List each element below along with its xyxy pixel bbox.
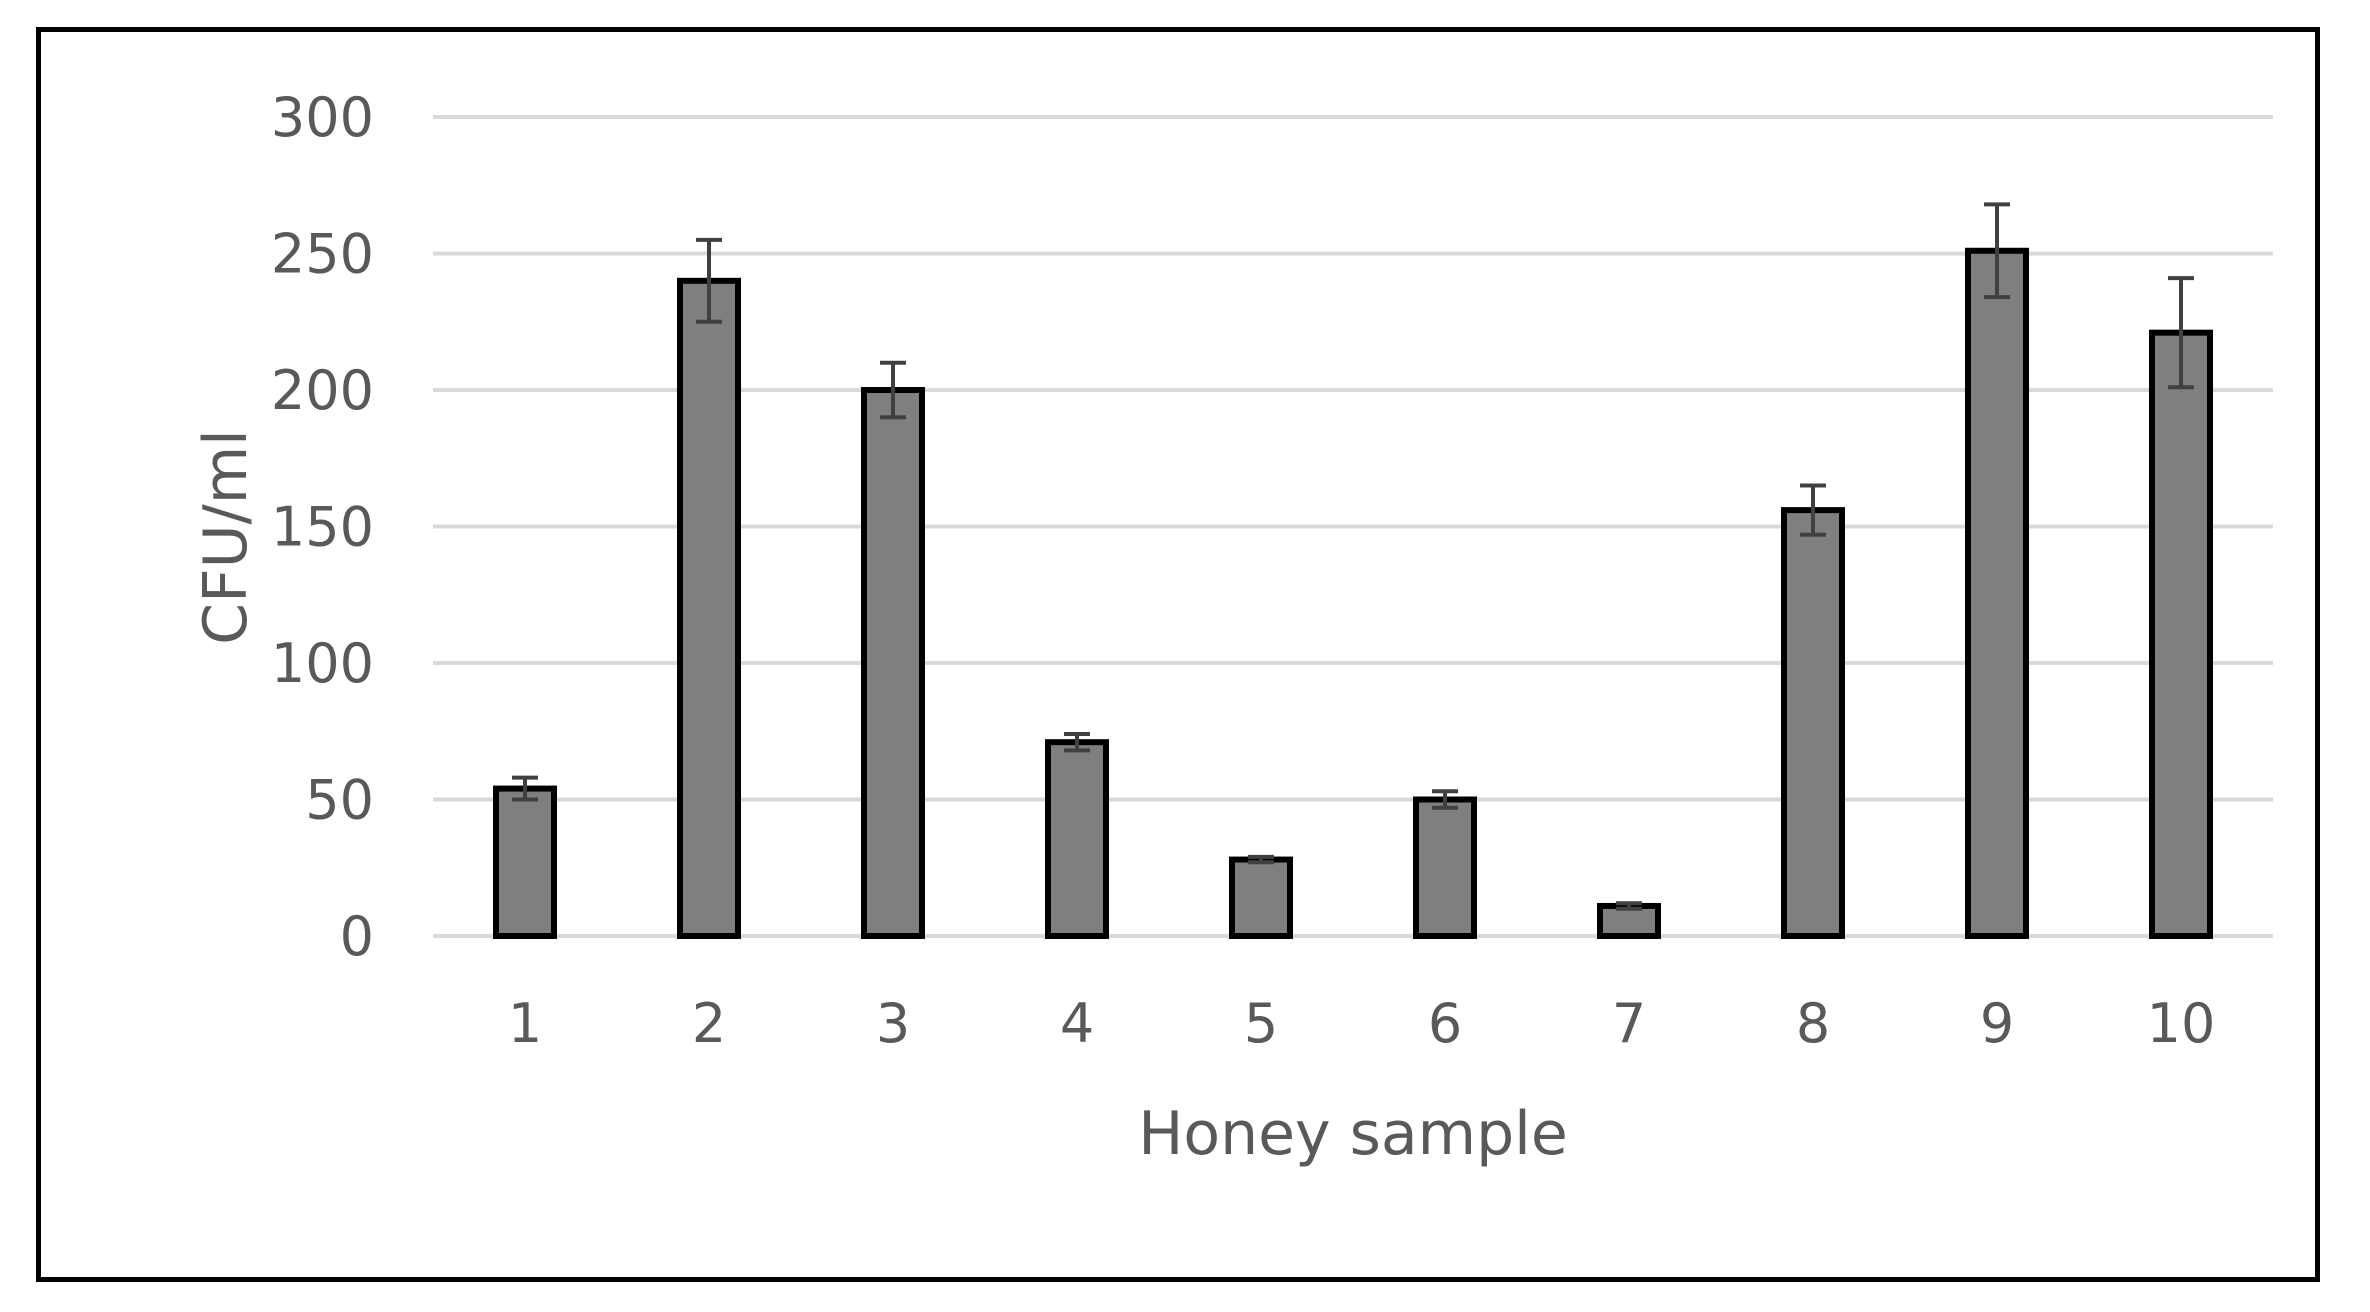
error-bar: [1064, 731, 1090, 753]
error-bar: [696, 237, 722, 324]
x-tick-label: 2: [692, 992, 726, 1055]
bar: [493, 785, 557, 940]
x-tick-label: 7: [1612, 992, 1646, 1055]
bar: [1229, 856, 1293, 939]
x-tick-label: 3: [876, 992, 910, 1055]
x-tick-labels: 1 2 3 4 5 6 7 8 9 10: [508, 992, 2216, 1055]
x-tick-label: 1: [508, 992, 542, 1055]
y-tick-label: 200: [271, 359, 374, 422]
bar: [1781, 507, 1845, 939]
bar: [861, 387, 925, 939]
chart-frame: 0 50 100 150 200 250 300 1 2 3 4 5 6 7 8 9 10 Honey sam…: [36, 27, 2320, 1282]
y-tick-label: 300: [271, 86, 374, 149]
error-bar: [2168, 276, 2194, 390]
error-bars: [512, 202, 2194, 911]
error-bar: [1248, 854, 1274, 865]
error-bar: [512, 775, 538, 802]
bar: [1965, 247, 2029, 939]
bar: [677, 277, 741, 940]
error-bar: [1432, 789, 1458, 810]
y-tick-labels: 0 50 100 150 200 250 300: [271, 86, 374, 968]
x-tick-label: 4: [1060, 992, 1094, 1055]
y-axis-title: CFU/ml: [191, 429, 261, 645]
error-bar: [1984, 202, 2010, 300]
x-axis-title: Honey sample: [1138, 1099, 1568, 1169]
y-tick-label: 50: [305, 769, 374, 832]
y-tick-label: 250: [271, 223, 374, 286]
error-bar: [1800, 483, 1826, 537]
error-bar: [880, 360, 906, 420]
bar: [2149, 329, 2213, 940]
x-tick-label: 6: [1428, 992, 1462, 1055]
bar-chart: 0 50 100 150 200 250 300 1 2 3 4 5 6 7 8 9 10 Honey sam…: [191, 86, 2273, 1169]
error-bar: [1616, 901, 1642, 911]
y-tick-label: 0: [340, 905, 374, 968]
x-tick-label: 9: [1980, 992, 2014, 1055]
x-tick-label: 10: [2147, 992, 2216, 1055]
y-tick-label: 100: [271, 632, 374, 695]
bar: [1045, 739, 1109, 939]
x-tick-label: 8: [1796, 992, 1830, 1055]
bar: [1413, 796, 1477, 939]
x-tick-label: 5: [1244, 992, 1278, 1055]
bars: [493, 247, 2213, 940]
y-tick-label: 150: [271, 496, 374, 559]
